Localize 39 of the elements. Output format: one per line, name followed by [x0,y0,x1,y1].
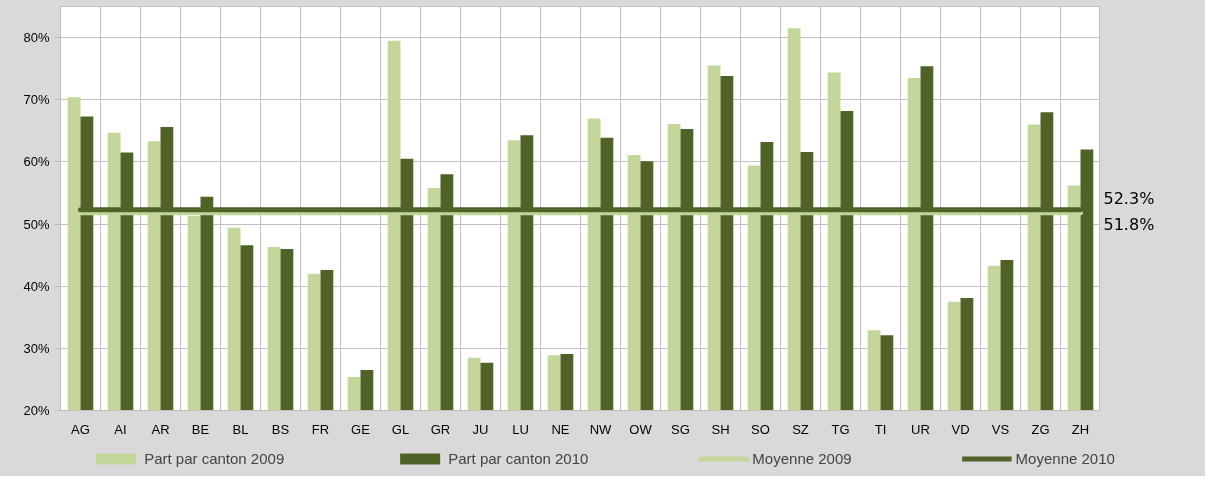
y-tick-label: 30% [23,340,50,356]
x-tick-label: AI [114,421,127,437]
x-tick-label: BE [191,421,210,437]
x-tick-label: JU [472,421,489,437]
y-tick-label: 20% [23,403,50,418]
y-tick-label: 70% [23,92,50,108]
x-tick-label: ZG [1031,421,1050,437]
x-tick-label: TI [874,421,887,437]
x-tick-label: SO [751,421,770,437]
data-label: 52.3% [1103,188,1155,208]
legend-label: Part par canton 2009 [144,449,285,467]
y-tick-label: 40% [23,278,50,294]
x-tick-label: LU [512,421,529,437]
x-tick-label: VD [951,421,970,437]
x-tick-label: GR [430,421,451,437]
x-tick-label: VS [991,421,1010,437]
x-tick-label: BS [271,421,290,437]
x-tick-label: UR [911,421,930,437]
x-tick-label: SH [711,421,730,437]
x-tick-label: TG [831,421,850,437]
legend-label: Moyenne 2010 [1015,449,1115,467]
x-tick-label: BL [232,421,249,437]
x-tick-label: ZH [1071,421,1090,437]
x-tick-label: FR [311,421,330,437]
x-tick-label: GE [351,421,371,437]
x-tick-label: AG [71,421,90,437]
x-tick-label: OW [629,421,653,437]
y-tick-label: 50% [23,216,50,232]
x-tick-label: SG [671,421,690,437]
y-tick-label: 80% [23,30,50,46]
data-label: 51.8% [1103,214,1155,234]
x-tick-label: NE [551,421,570,437]
x-tick-label: GL [391,421,410,437]
legend-label: Part par canton 2010 [448,449,589,467]
y-tick-label: 60% [23,154,50,170]
x-tick-label: NW [589,421,613,437]
legend-label: Moyenne 2009 [752,449,852,467]
x-tick-label: SZ [792,421,809,437]
x-tick-label: AR [151,421,170,437]
